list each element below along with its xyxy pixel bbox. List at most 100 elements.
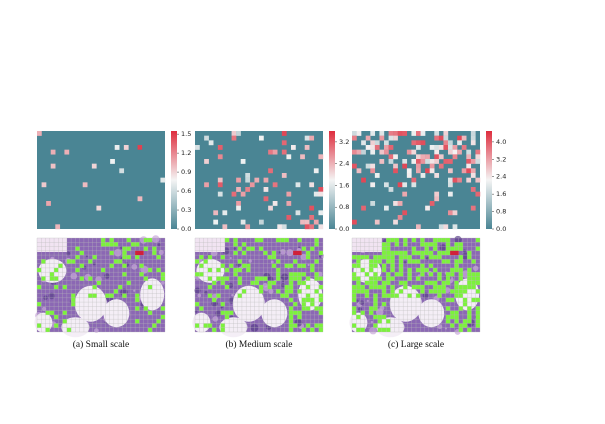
heatmap-cell [452, 149, 458, 155]
selected-patch [475, 306, 480, 311]
selected-patch [377, 255, 382, 260]
nucleus [114, 248, 122, 257]
heatmap-cell [268, 168, 273, 174]
heatmap-cell [434, 149, 440, 155]
heatmap-cell [309, 182, 315, 188]
selected-patch [437, 238, 442, 243]
selected-patch [224, 238, 230, 243]
nucleus [151, 235, 160, 243]
nucleus [158, 249, 164, 255]
selected-patch [360, 285, 365, 290]
selected-patch [441, 280, 446, 285]
histology-image [192, 237, 324, 338]
heatmap-cell [110, 159, 115, 164]
heatmap-cell [406, 173, 412, 178]
selected-patch [373, 302, 378, 307]
colorbar-tick-label: 1.2 [181, 149, 191, 157]
selected-patch [454, 314, 459, 320]
selected-patch [454, 310, 459, 315]
selected-patch [37, 302, 42, 307]
selected-patch [445, 238, 451, 243]
heatmap-cell [365, 163, 371, 169]
heatmap-cell [402, 191, 408, 197]
heatmap-cell [374, 219, 380, 225]
heatmap-cell [416, 145, 421, 150]
nucleus [228, 282, 234, 288]
selected-patch [109, 242, 114, 247]
heatmap-cell [304, 145, 310, 150]
heatmap-cell [388, 131, 394, 136]
selected-patch [207, 255, 213, 260]
selected-patch [420, 289, 425, 294]
selected-patch [147, 238, 153, 243]
selected-patch [420, 267, 425, 273]
selected-patch [390, 289, 395, 294]
heatmap-cell [448, 140, 453, 146]
selected-patch [386, 276, 391, 281]
heatmap-cell [304, 224, 310, 230]
heatmap-cell [272, 149, 278, 155]
selected-patch [156, 319, 161, 324]
selected-patch [356, 289, 361, 294]
selected-patch [246, 246, 251, 251]
selected-patch [135, 319, 140, 324]
selected-patch [305, 255, 311, 260]
selected-patch [416, 259, 421, 264]
selected-patch [250, 280, 255, 285]
selected-patch [398, 280, 404, 285]
selected-patch [352, 289, 357, 294]
selected-patch [71, 259, 76, 264]
selected-patch [135, 306, 140, 311]
heatmap-cell [443, 145, 449, 150]
selected-patch [246, 263, 251, 268]
selected-patch [45, 327, 50, 332]
selected-patch [75, 255, 80, 260]
heatmap-cell [217, 191, 223, 197]
selected-patch [305, 323, 311, 328]
selected-patch [403, 238, 408, 243]
heatmap-cell [204, 182, 209, 188]
selected-patch [241, 250, 247, 256]
selected-patch [445, 280, 451, 285]
heatmap-cell [434, 131, 440, 136]
selected-patch [394, 250, 399, 256]
selected-patch [390, 259, 395, 264]
selected-patch [79, 250, 84, 256]
selected-patch [310, 246, 315, 251]
selected-patch [450, 272, 455, 277]
selected-patch [233, 267, 238, 273]
selected-patch [288, 314, 294, 320]
selected-patch [54, 323, 59, 328]
selected-patch [271, 250, 277, 256]
selected-patch [276, 272, 281, 277]
selected-patch [241, 242, 247, 247]
heatmap-cell [429, 159, 435, 164]
selected-patch [318, 297, 323, 303]
selected-patch [237, 293, 242, 298]
selected-patch [428, 263, 434, 268]
selected-patch [420, 242, 425, 247]
selected-patch [54, 267, 59, 273]
colorbar [486, 131, 492, 229]
heatmap-cell [281, 173, 287, 178]
selected-patch [109, 250, 114, 256]
heatmap-cell [352, 163, 357, 169]
selected-patch [471, 272, 476, 277]
heatmap-cell [420, 159, 426, 164]
selected-patch [458, 293, 463, 298]
heatmap-cell [365, 135, 371, 141]
selected-patch [475, 238, 480, 243]
lumen [74, 285, 107, 322]
selected-patch [130, 242, 136, 247]
heatmap-cell [393, 135, 398, 141]
heatmap-cell [425, 159, 430, 164]
selected-patch [454, 259, 459, 264]
selected-patch [71, 297, 76, 303]
colorbar-tick-label: 3.2 [496, 155, 506, 163]
selected-patch [407, 255, 412, 260]
colorbar-tick-label: 1.6 [339, 181, 349, 189]
selected-patch [445, 297, 451, 303]
selected-patch [220, 323, 225, 328]
selected-patch [160, 276, 165, 281]
selected-patch [318, 276, 323, 281]
